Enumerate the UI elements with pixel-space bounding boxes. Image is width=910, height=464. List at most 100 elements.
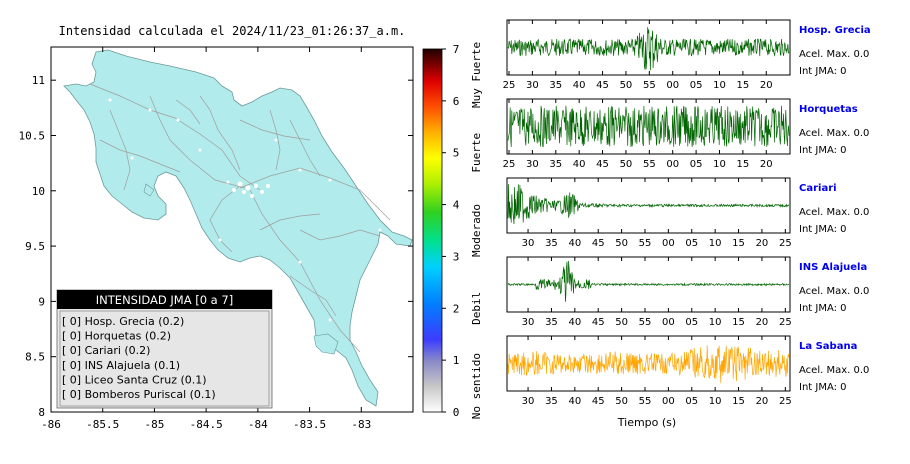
waveform-tick-label: 10 xyxy=(713,159,726,170)
waveform-tick-label: 45 xyxy=(592,396,605,407)
waveform-tick-label: 25 xyxy=(779,238,792,249)
map-x-tick-label: -84 xyxy=(248,418,268,431)
colorbar-tick-label: 1 xyxy=(453,354,460,367)
station-acel-max: Acel. Max. 0.0 xyxy=(799,128,869,139)
waveform-tick-label: 55 xyxy=(639,396,652,407)
waveform-tick-label: 25 xyxy=(779,317,792,328)
waveform-tick-label: 40 xyxy=(568,396,581,407)
waveform-tick-label: 55 xyxy=(643,159,656,170)
map-y-tick-label: 8 xyxy=(38,406,45,419)
waveform-tick-label: 50 xyxy=(620,80,633,91)
waveform-trace xyxy=(507,345,790,384)
waveform-tick-label: 20 xyxy=(756,396,769,407)
waveform-tick-label: 45 xyxy=(592,238,605,249)
waveform-tick-label: 30 xyxy=(522,396,535,407)
map-y-tick-label: 10.5 xyxy=(19,129,46,142)
waveform-tick-label: 55 xyxy=(639,317,652,328)
map-y-tick-label: 11 xyxy=(32,74,45,87)
waveform-tick-label: 40 xyxy=(573,80,586,91)
colorbar-category-label: Fuerte xyxy=(470,133,483,173)
waveform-tick-label: 35 xyxy=(545,317,558,328)
station-int-jma: Int JMA: 0 xyxy=(799,303,847,314)
waveform-tick-label: 00 xyxy=(662,396,675,407)
colorbar-tick-label: 4 xyxy=(453,199,460,212)
waveform-tick-label: 55 xyxy=(639,238,652,249)
waveform-tick-label: 40 xyxy=(573,159,586,170)
map-frame xyxy=(50,46,414,413)
colorbar-categories: No sentido Debil Moderado Fuerte Muy Fuerte xyxy=(470,42,483,419)
waveform-tick-label: 20 xyxy=(760,159,773,170)
waveform-tick-label: 00 xyxy=(662,238,675,249)
colorbar-category-label: Muy Fuerte xyxy=(470,42,483,108)
waveform-tick-label: 45 xyxy=(596,80,609,91)
station-acel-max: Acel. Max. 0.0 xyxy=(799,49,869,60)
legend-item: [ 0] Horquetas (0.2) xyxy=(62,330,171,343)
waveform-tick-label: 35 xyxy=(545,396,558,407)
waveform-tick-label: 15 xyxy=(732,317,745,328)
map-x-tick-label: -85.5 xyxy=(86,418,119,431)
osa-peninsula xyxy=(313,333,339,355)
nicoya-gulf-island xyxy=(143,183,155,197)
costa-rica-landmass xyxy=(63,49,413,407)
waveform-tick-label: 30 xyxy=(526,80,539,91)
station-name: La Sabana xyxy=(799,341,857,352)
station-acel-max: Acel. Max. 0.0 xyxy=(799,286,869,297)
waveform-trace xyxy=(507,184,790,225)
waveform-tick-label: 15 xyxy=(732,238,745,249)
legend-title: INTENSIDAD JMA [0 a 7] xyxy=(96,293,233,307)
legend-item: [ 0] Bomberos Puriscal (0.1) xyxy=(62,388,216,401)
colorbar-category-label: No sentido xyxy=(470,353,483,419)
colorbar-tick-label: 0 xyxy=(453,406,460,419)
waveform-panel: 25 30 35 40 45 50 55 00 05 10 15 20 Hosp. Grecia Acel… xyxy=(503,19,871,91)
waveform-tick-label: 45 xyxy=(596,159,609,170)
waveform-tick-label: 30 xyxy=(522,317,535,328)
station-name: Hosp. Grecia xyxy=(799,25,871,36)
waveform-tick-label: 45 xyxy=(592,317,605,328)
station-acel-max: Acel. Max. 0.0 xyxy=(799,207,869,218)
waveform-tick-label: 50 xyxy=(620,159,633,170)
legend-item: [ 0] INS Alajuela (0.1) xyxy=(62,359,180,372)
waveform-tick-label: 40 xyxy=(568,317,581,328)
station-name: INS Alajuela xyxy=(799,262,867,273)
map-x-tick-label: -83.5 xyxy=(293,418,326,431)
waveform-panel: 30 35 40 45 50 55 00 05 10 15 20 25 La Sabana Acel. M… xyxy=(506,335,869,407)
waveform-frame xyxy=(506,177,791,234)
waveform-tick-label: 50 xyxy=(615,238,628,249)
waveform-tick-label: 05 xyxy=(685,317,698,328)
waveform-tick-label: 05 xyxy=(690,80,703,91)
waveform-tick-label: 30 xyxy=(522,238,535,249)
waveform-tick-label: 10 xyxy=(713,80,726,91)
map-y-tick-label: 8.5 xyxy=(25,351,45,364)
waveform-panel: 25 30 35 40 45 50 55 00 05 10 15 20 Horquetas Acel. M… xyxy=(503,98,869,170)
map-x-axis: -86 -85.5 -85 -84.5 -84 -83.5 -83 xyxy=(41,47,371,431)
waveform-tick-label: 25 xyxy=(503,80,516,91)
waveform-tick-label: 35 xyxy=(549,80,562,91)
waveform-tick-label: 15 xyxy=(737,80,750,91)
waveform-tick-label: 50 xyxy=(615,396,628,407)
waveform-panels: 25 30 35 40 45 50 55 00 05 10 15 20 Hosp. Grecia Acel… xyxy=(503,19,871,407)
station-acel-max: Acel. Max. 0.0 xyxy=(799,365,869,376)
waveform-tick-label: 15 xyxy=(737,159,750,170)
waveform-trace xyxy=(507,27,790,71)
waveform-trace xyxy=(507,105,790,148)
waveform-panel: 30 35 40 45 50 55 00 05 10 15 20 25 INS Alajuela Acel… xyxy=(506,256,869,328)
waveform-frame xyxy=(506,19,791,76)
waveform-tick-label: 20 xyxy=(756,238,769,249)
waveform-tick-label: 05 xyxy=(690,159,703,170)
waveform-tick-label: 10 xyxy=(709,317,722,328)
colorbar-tick-label: 6 xyxy=(453,95,460,108)
map-y-tick-label: 10 xyxy=(32,185,45,198)
waveform-tick-label: 50 xyxy=(615,317,628,328)
waveform-tick-label: 40 xyxy=(568,238,581,249)
map-y-tick-label: 9 xyxy=(38,295,45,308)
waveform-tick-label: 00 xyxy=(662,317,675,328)
colorbar-tick-label: 3 xyxy=(453,250,460,263)
waveform-tick-label: 05 xyxy=(685,396,698,407)
waveform-tick-label: 05 xyxy=(685,238,698,249)
waveform-trace xyxy=(507,260,790,302)
waveform-frame xyxy=(506,335,791,392)
waveform-tick-label: 20 xyxy=(756,317,769,328)
waveform-tick-label: 10 xyxy=(709,396,722,407)
traces-xlabel: Tiempo (s) xyxy=(617,416,676,429)
station-int-jma: Int JMA: 0 xyxy=(799,145,847,156)
